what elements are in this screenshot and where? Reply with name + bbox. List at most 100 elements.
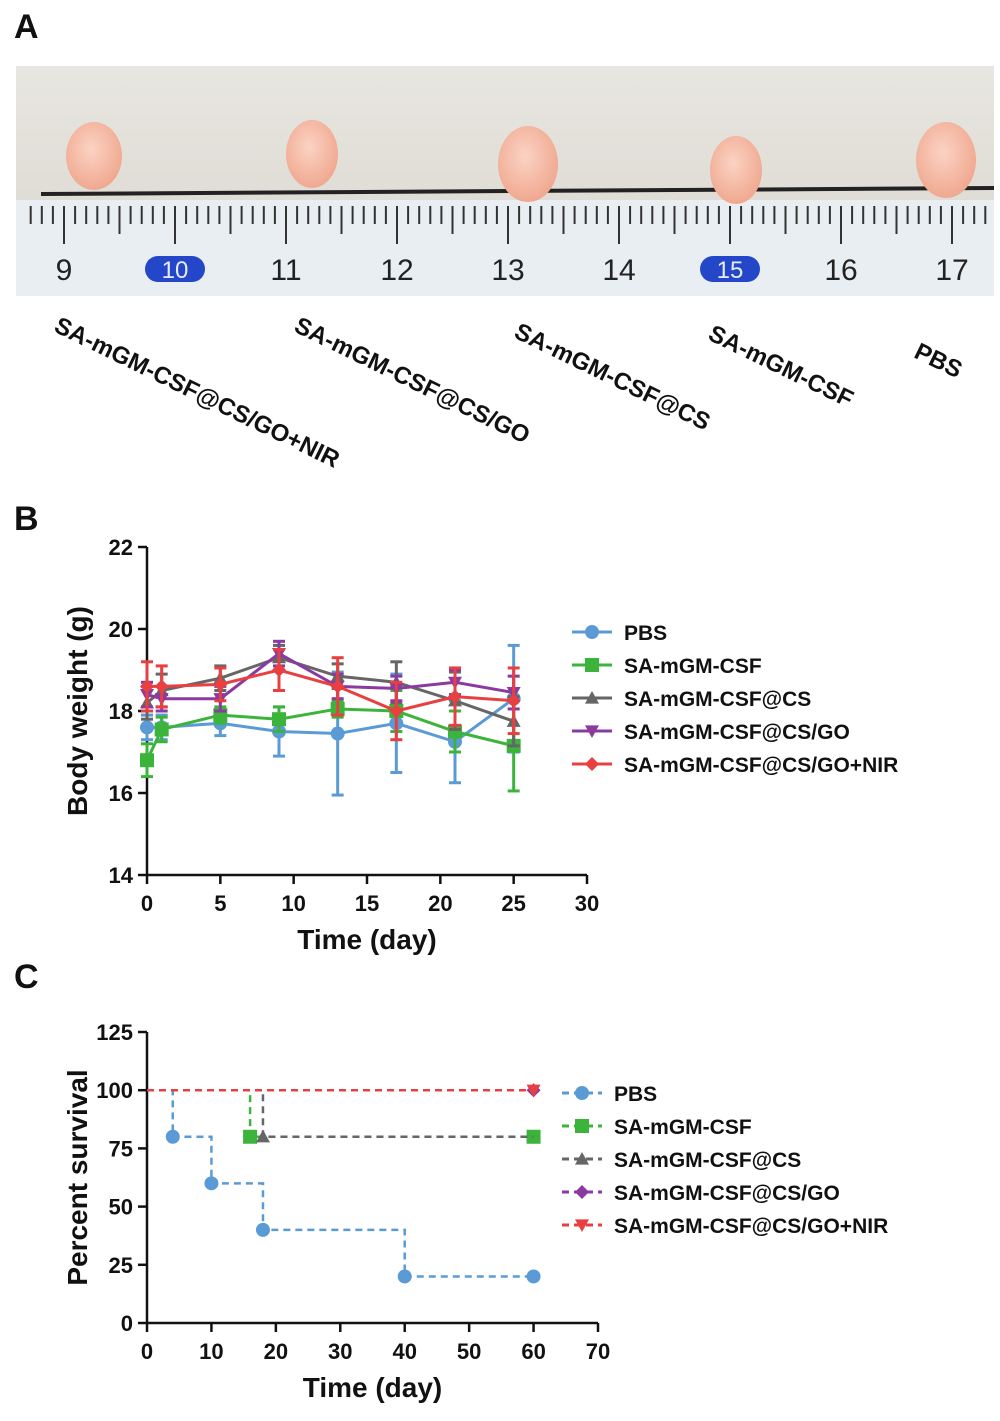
survival-legend-marker (575, 1219, 589, 1232)
panel-b-letter: B (14, 500, 39, 538)
weight-legend-item: SA-mGM-CSF@CS/GO+NIR (572, 754, 898, 777)
tumor-5 (916, 122, 976, 198)
weight-point (154, 722, 169, 737)
weight-axes: 14 16 18 20 22 0 5 10 15 20 25 30 Time (day) Body wei… (62, 535, 599, 955)
group-label-pbs: PBS (910, 338, 967, 384)
weight-point (154, 679, 169, 694)
survival-y-axis-label: Percent survival (62, 1069, 93, 1285)
survival-point (255, 1222, 270, 1237)
weight-x-tick-label: 30 (575, 891, 599, 916)
weight-legend-item: SA-mGM-CSF@CS (572, 688, 811, 711)
weight-series-line (145, 707, 515, 761)
survival-legend-item: SA-mGM-CSF@CS/GO (562, 1182, 840, 1205)
weight-legend-label: SA-mGM-CSF@CS (624, 688, 811, 711)
ruler-labels: 9 10 11 12 13 14 15 16 17 (56, 254, 969, 287)
survival-x-tick-label: 40 (392, 1339, 416, 1364)
weight-point (140, 753, 154, 768)
survival-y-tick-label: 75 (109, 1136, 133, 1161)
survival-legend: PBS SA-mGM-CSF SA-mGM-CSF@CS SA-mGM-CSF@CS/… (562, 1083, 888, 1238)
weight-point (389, 704, 404, 718)
survival-legend-label: SA-mGM-CSF@CS (614, 1149, 801, 1172)
survival-series-0 (147, 1088, 541, 1284)
survival-step-line (147, 1088, 534, 1139)
survival-x-axis-label: Time (day) (303, 1372, 443, 1403)
ruler-number: 13 (491, 254, 524, 287)
survival-x-tick-label: 10 (199, 1339, 223, 1364)
weight-legend-marker (585, 691, 599, 704)
weight-legend-label: PBS (624, 622, 667, 645)
weight-series-2 (140, 643, 521, 748)
survival-x-tick-label: 50 (457, 1339, 481, 1364)
tumor-photo: 9 10 11 12 13 14 15 16 17 (16, 66, 995, 296)
survival-legend-label: SA-mGM-CSF (614, 1116, 752, 1139)
survival-point (243, 1129, 258, 1144)
weight-point (272, 663, 286, 677)
ruler-number: 12 (380, 254, 413, 287)
survival-x-tick-label: 0 (141, 1339, 153, 1364)
weight-x-tick-label: 20 (428, 891, 452, 916)
weight-x-axis-label: Time (day) (297, 924, 437, 955)
survival-legend-label: SA-mGM-CSF@CS/GO (614, 1182, 840, 1205)
weight-legend-marker (585, 757, 599, 771)
weight-series-line (146, 651, 514, 701)
panel-c-letter: C (14, 958, 39, 996)
survival-x-tick-label: 70 (586, 1339, 610, 1364)
ruler-ticks (29, 206, 987, 244)
weight-x-tick-label: 5 (214, 891, 226, 916)
weight-legend-label: SA-mGM-CSF@CS/GO (624, 721, 850, 744)
survival-x-tick-label: 30 (328, 1339, 352, 1364)
survival-y-tick-label: 0 (121, 1311, 133, 1336)
survival-legend-item: SA-mGM-CSF@CS (562, 1149, 801, 1172)
weight-point (506, 693, 521, 708)
weight-point (330, 726, 345, 741)
survival-point (255, 1129, 270, 1143)
survival-y-tick-label: 100 (96, 1078, 133, 1103)
weight-legend-marker (585, 725, 599, 738)
group-label-smgm: SA-mGM-CSF (704, 320, 858, 414)
weight-legend-item: SA-mGM-CSF (572, 655, 762, 678)
ruler-highlight-15 (700, 256, 760, 282)
survival-step-line (147, 1088, 534, 1139)
survival-legend-item: SA-mGM-CSF@CS/GO+NIR (562, 1215, 888, 1238)
weight-series-1 (140, 689, 521, 793)
tumor-3 (498, 126, 558, 202)
weight-x-tick-label: 15 (355, 891, 379, 916)
ruler-number: 16 (824, 254, 857, 287)
weight-y-tick-label: 16 (109, 781, 133, 806)
survival-legend-item: PBS (562, 1083, 657, 1106)
survival-series-4 (147, 1084, 541, 1098)
tumor-4 (710, 136, 762, 204)
survival-y-tick-label: 25 (109, 1253, 133, 1278)
survival-x-tick-label: 60 (521, 1339, 545, 1364)
survival-point (526, 1084, 541, 1098)
weight-legend-label: SA-mGM-CSF@CS/GO+NIR (624, 754, 898, 777)
weight-point (140, 679, 154, 694)
group-label-cs: SA-mGM-CSF@CS (510, 318, 715, 437)
weight-series-3 (140, 639, 521, 713)
weight-point (272, 712, 286, 727)
survival-point (526, 1269, 541, 1284)
weight-y-tick-label: 18 (109, 699, 133, 724)
ruler-number: 15 (717, 257, 744, 284)
weight-y-tick-label: 20 (109, 617, 133, 642)
weight-x-tick-label: 0 (141, 891, 153, 916)
weight-legend-label: SA-mGM-CSF (624, 655, 762, 678)
survival-point (204, 1176, 219, 1191)
ruler-number: 10 (162, 257, 189, 284)
survival-chart: 0 25 50 75 100 125 0 10 20 30 40 50 60 70 Time (day) Pe… (62, 1020, 888, 1403)
weight-y-tick-label: 14 (109, 863, 134, 888)
survival-y-tick-label: 50 (109, 1195, 133, 1220)
survival-legend-marker (575, 1152, 589, 1165)
weight-point (448, 689, 462, 704)
survival-legend-marker (575, 1119, 589, 1133)
survival-y-tick-label: 125 (96, 1020, 133, 1045)
weight-legend-item: PBS (572, 622, 667, 645)
survival-legend-marker (575, 1185, 589, 1199)
ruler-number: 17 (935, 254, 968, 287)
ruler-number: 9 (56, 254, 73, 287)
survival-series-2 (147, 1088, 534, 1143)
weight-series-4 (140, 648, 521, 742)
survival-legend-item: SA-mGM-CSF (562, 1116, 752, 1139)
weight-y-axis-label: Body weight (g) (62, 606, 93, 816)
weight-point (330, 679, 345, 694)
